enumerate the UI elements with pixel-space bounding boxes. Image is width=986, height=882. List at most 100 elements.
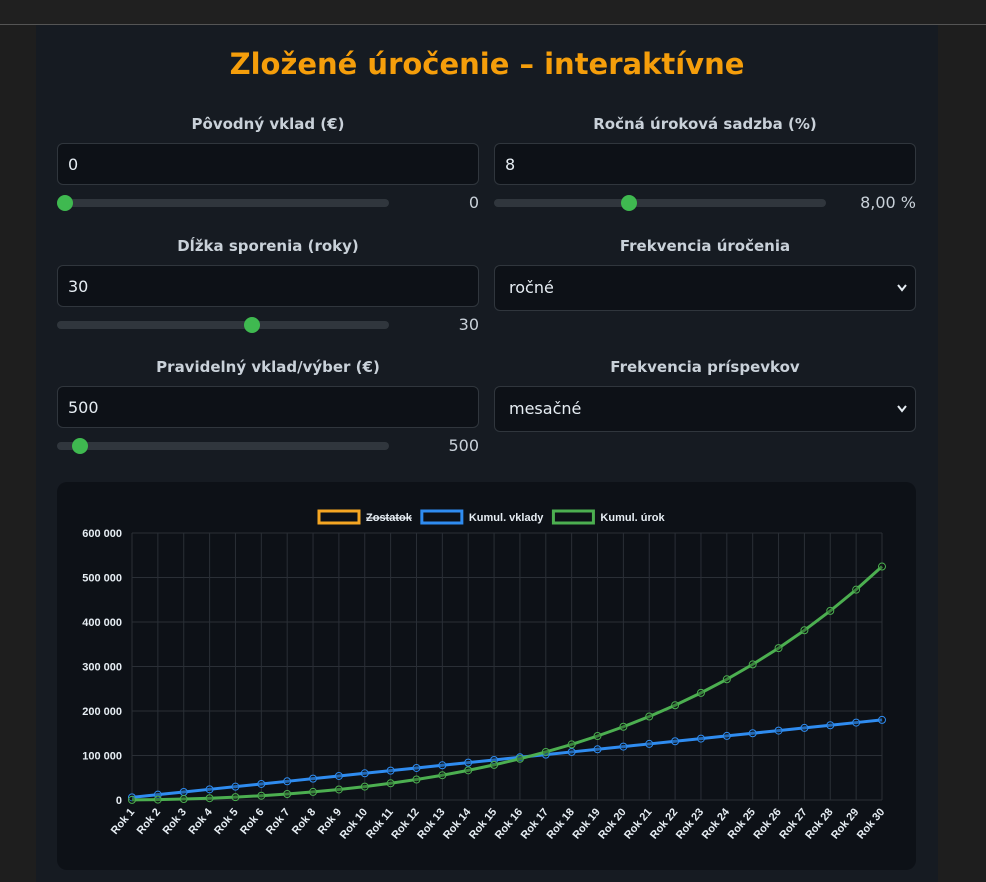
data-point — [231, 793, 240, 802]
legend-label: Zostatok — [366, 512, 413, 524]
field: Dĺžka sporenia (roky) 30 — [57, 237, 479, 339]
x-tick-label: Rok 10 — [338, 806, 370, 841]
series-line — [131, 718, 883, 799]
slider[interactable]: 500 — [57, 432, 479, 460]
data-point — [231, 782, 240, 791]
slider-track — [57, 321, 389, 329]
data-point — [515, 754, 524, 763]
page-title: Zložené úročenie – interaktívne — [229, 47, 745, 81]
y-tick-label: 200 000 — [82, 706, 122, 718]
data-point — [334, 771, 343, 780]
data-point — [257, 779, 266, 788]
field-label: Pôvodný vklad (€) — [191, 115, 345, 133]
data-point — [593, 745, 602, 754]
field: Pravidelný vklad/výber (€) 500 — [57, 358, 479, 460]
data-point — [334, 785, 343, 794]
data-point — [696, 688, 705, 697]
select[interactable]: mesačné — [494, 386, 916, 432]
series-line — [131, 565, 883, 802]
field-label: Ročná úroková sadzba (%) — [593, 115, 817, 133]
x-tick-label: Rok 7 — [264, 806, 292, 837]
select-value: ročné — [509, 278, 554, 297]
data-point — [128, 795, 136, 804]
data-point — [464, 758, 473, 767]
data-point — [671, 737, 680, 746]
data-point — [205, 794, 214, 803]
slider-thumb[interactable] — [57, 195, 73, 211]
data-point — [309, 787, 318, 796]
x-tick-label: Rok 4 — [186, 806, 215, 837]
data-point — [645, 712, 654, 721]
data-point — [619, 742, 628, 751]
field-label: Dĺžka sporenia (roky) — [177, 237, 359, 255]
data-point — [671, 701, 680, 710]
y-tick-label: 600 000 — [82, 528, 122, 540]
x-tick-label: Rok 8 — [290, 806, 318, 837]
legend-label: Kumul. vklady — [469, 512, 544, 524]
data-point — [696, 734, 705, 743]
x-tick-label: Rok 30 — [855, 806, 887, 841]
data-point — [205, 785, 214, 794]
slider-value: 500 — [448, 436, 479, 455]
chart-card: 0 100 000 200 000 300 000 400 000 500 000 600 … — [57, 482, 916, 870]
chevron — [897, 284, 907, 292]
number-input[interactable] — [494, 143, 916, 185]
x-tick-label: Rok 1 — [109, 806, 137, 837]
data-point — [748, 729, 757, 738]
data-point — [360, 782, 369, 791]
field: Ročná úroková sadzba (%) 8,00 % — [494, 115, 916, 217]
data-point — [722, 731, 731, 740]
data-point — [438, 771, 447, 780]
slider-thumb[interactable] — [621, 195, 637, 211]
slider-thumb[interactable] — [72, 438, 88, 454]
data-point — [619, 722, 628, 731]
data-point — [412, 775, 421, 784]
slider-value: 30 — [458, 315, 479, 334]
legend-label: Kumul. úrok — [600, 512, 665, 524]
data-point — [490, 760, 499, 769]
data-point — [774, 726, 783, 735]
data-point — [464, 766, 473, 775]
data-point — [826, 721, 835, 730]
slider-thumb[interactable] — [244, 317, 260, 333]
legend: Zostatok Kumul. vklady Kumul. úrok — [317, 509, 665, 525]
slider[interactable]: 8,00 % — [494, 189, 916, 217]
slider[interactable]: 30 — [57, 311, 479, 339]
slider-value: 0 — [468, 193, 479, 212]
slider-track — [57, 442, 389, 450]
number-input[interactable] — [57, 265, 479, 307]
y-tick-label: 500 000 — [82, 573, 122, 585]
select-value: mesačné — [509, 399, 582, 418]
data-point — [567, 740, 576, 749]
data-point — [800, 723, 809, 732]
number-input[interactable] — [57, 386, 479, 428]
data-point — [386, 779, 395, 788]
field-label: Frekvencia úročenia — [619, 237, 791, 255]
data-point — [878, 715, 886, 724]
field: Pôvodný vklad (€) 0 — [57, 115, 479, 217]
data-point — [826, 606, 835, 615]
data-point — [283, 777, 292, 786]
field: Frekvencia príspevkov mesačné — [494, 358, 916, 432]
data-point — [179, 795, 188, 804]
chart: 0 100 000 200 000 300 000 400 000 500 000 600 … — [82, 509, 887, 842]
data-point — [438, 761, 447, 770]
data-point — [257, 791, 266, 800]
data-point — [878, 562, 886, 571]
data-point — [309, 774, 318, 783]
data-point — [722, 675, 731, 684]
field-label: Frekvencia príspevkov — [610, 358, 800, 376]
y-tick-label: 100 000 — [82, 751, 122, 763]
slider-track — [57, 199, 389, 207]
x-tick-label: Rok 5 — [212, 806, 240, 837]
slider-track — [494, 199, 826, 207]
number-input[interactable] — [57, 143, 479, 185]
slider[interactable]: 0 — [57, 189, 479, 217]
browser-bar — [0, 0, 986, 25]
x-tick-label: Rok 3 — [161, 806, 189, 837]
data-point — [541, 747, 550, 756]
data-point — [360, 769, 369, 778]
select[interactable]: ročné — [494, 265, 916, 311]
data-point — [593, 732, 602, 741]
